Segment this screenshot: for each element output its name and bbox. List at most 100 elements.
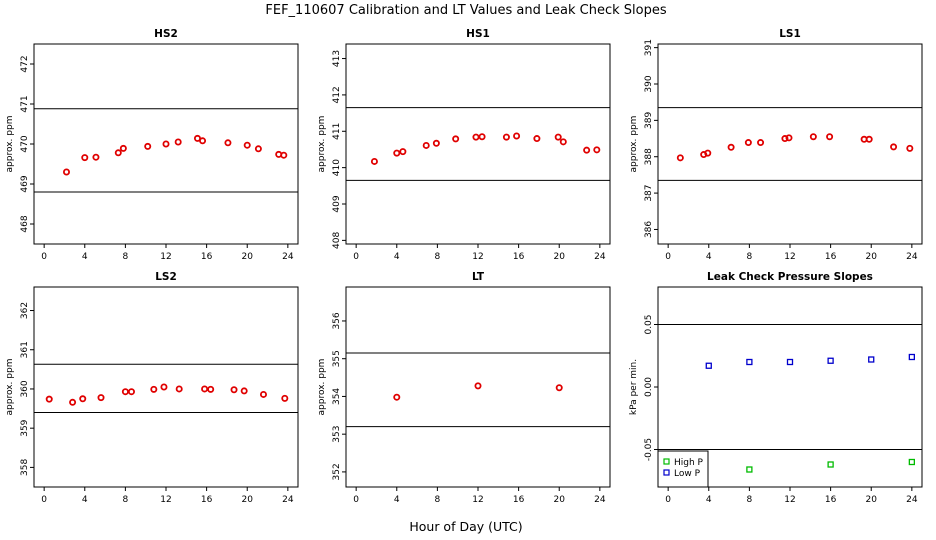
y-axis-label: approx. ppm [5, 359, 15, 416]
data-point [593, 146, 601, 154]
panel-title: HS2 [154, 28, 178, 40]
data-point [472, 133, 480, 141]
y-tick-label: 354 [332, 388, 342, 405]
x-tick-label: 16 [513, 252, 525, 262]
y-tick-label: 408 [332, 232, 342, 249]
data-point [908, 353, 915, 361]
data-point [399, 148, 407, 156]
x-tick-label: 4 [706, 252, 712, 262]
data-point [370, 157, 378, 165]
data-point [478, 133, 486, 141]
data-point [114, 149, 122, 157]
data-point [119, 144, 127, 152]
data-point [809, 133, 817, 141]
y-tick-label: 409 [332, 195, 342, 212]
data-point [746, 466, 753, 473]
x-tick-label: 20 [554, 495, 566, 505]
x-tick-label: 20 [866, 495, 878, 505]
x-tick-label: 8 [747, 252, 753, 262]
x-tick-label: 12 [784, 252, 795, 262]
panel-title: LT [472, 271, 485, 283]
y-tick-label: -0.05 [644, 438, 654, 461]
data-point [906, 144, 914, 152]
data-point [676, 154, 684, 162]
y-tick-label: 361 [20, 341, 30, 358]
y-tick-label: 356 [332, 312, 342, 329]
data-point [45, 395, 53, 403]
data-point [422, 141, 430, 149]
data-point [150, 385, 158, 393]
data-point [127, 388, 135, 396]
panel-title: LS2 [155, 271, 177, 283]
plot-frame [33, 43, 299, 245]
panel-title: Leak Check Pressure Slopes [707, 271, 873, 283]
x-tick-label: 12 [784, 495, 795, 505]
plot-frame [657, 43, 923, 245]
y-tick-label: 410 [332, 159, 342, 176]
x-tick-label: 16 [513, 495, 525, 505]
data-point [705, 362, 712, 369]
y-axis-label: approx. ppm [629, 116, 639, 173]
data-point [81, 154, 89, 162]
data-point [121, 388, 129, 396]
data-point [224, 139, 232, 147]
x-tick-label: 0 [353, 495, 359, 505]
x-tick-label: 0 [665, 495, 671, 505]
data-point [868, 356, 875, 363]
data-point [746, 358, 753, 366]
data-point [69, 398, 77, 406]
y-tick-label: 470 [20, 135, 30, 152]
data-point [827, 357, 834, 364]
legend-label: High P [674, 458, 704, 468]
y-tick-label: 387 [644, 184, 654, 201]
x-tick-label: 12 [472, 252, 483, 262]
data-point [827, 461, 834, 468]
data-point [908, 458, 915, 466]
x-tick-label: 20 [242, 495, 254, 505]
x-tick-label: 12 [472, 495, 483, 505]
data-point [97, 394, 105, 402]
data-point [280, 151, 288, 159]
legend-label: Low P [674, 469, 701, 479]
data-point [393, 393, 401, 401]
data-point [160, 383, 168, 391]
x-tick-label: 4 [82, 252, 88, 262]
data-point [92, 153, 100, 161]
data-point [533, 135, 541, 143]
y-tick-label: 468 [20, 215, 30, 232]
plot-frame [345, 43, 611, 245]
x-tick-label: 4 [394, 252, 400, 262]
y-tick-label: 358 [20, 459, 30, 476]
data-point [704, 149, 712, 157]
data-point [559, 138, 567, 146]
y-axis-label: approx. ppm [317, 116, 327, 173]
data-point [744, 139, 752, 147]
legend-marker [663, 469, 670, 476]
x-tick-label: 12 [160, 495, 171, 505]
x-tick-label: 16 [201, 495, 213, 505]
data-point [243, 141, 251, 149]
x-tick-label: 0 [353, 252, 359, 262]
x-tick-label: 4 [82, 495, 88, 505]
panel-5: LT 0 4 8 12 16 20 24 352 353 354 355 356 approx. ppm [317, 271, 611, 505]
data-point [554, 133, 562, 141]
data-point [240, 387, 248, 395]
y-tick-label: 389 [644, 112, 654, 129]
x-tick-label: 20 [242, 252, 254, 262]
x-axis-label: Hour of Day (UTC) [409, 519, 522, 534]
x-tick-label: 24 [594, 495, 606, 505]
data-point [781, 135, 789, 143]
data-point [174, 138, 182, 146]
x-tick-label: 0 [665, 252, 671, 262]
data-point [890, 143, 898, 151]
data-point [786, 358, 794, 366]
y-axis-label: approx. ppm [317, 359, 327, 416]
data-point [254, 145, 262, 153]
data-point [393, 149, 401, 157]
data-point [474, 382, 482, 390]
x-tick-label: 8 [123, 252, 129, 262]
data-point [259, 390, 267, 398]
panel-4: LS2 0 4 8 12 16 20 24 358 359 360 361 362 approx. ppm [5, 271, 299, 505]
